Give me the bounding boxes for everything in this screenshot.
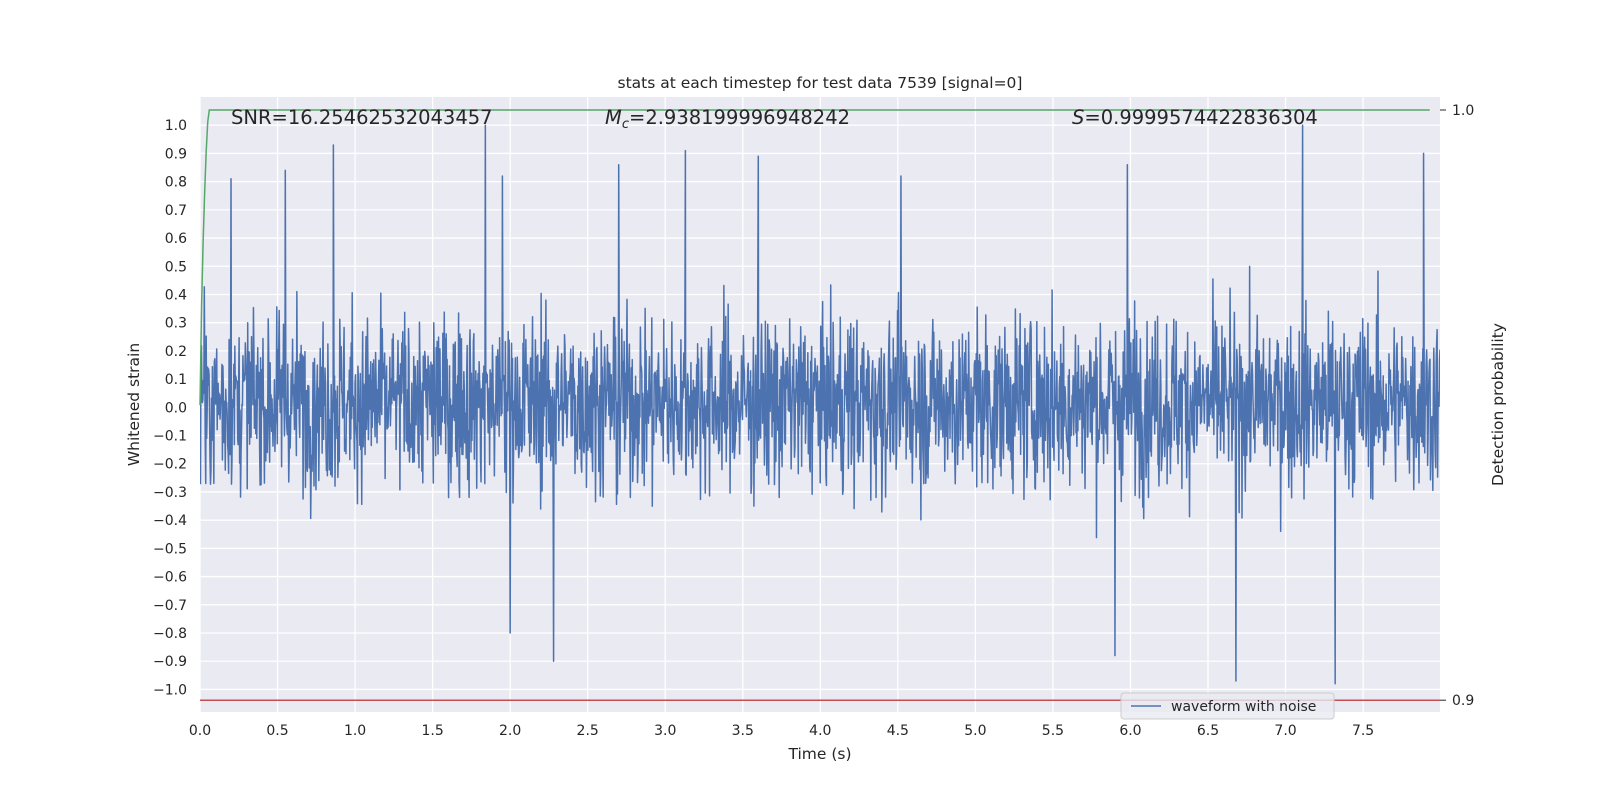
legend-box (1120, 692, 1335, 720)
y-tick-label: 0.2 (165, 344, 187, 360)
y-tick-label: −0.1 (153, 429, 187, 445)
s-value: =0.9999574422836304 (1084, 106, 1317, 129)
chirp-mass-symbol: M (605, 106, 622, 129)
s-annotation: S=0.9999574422836304 (1072, 106, 1318, 129)
y2-axis-ticks: 1.0 0.9 (1440, 103, 1474, 709)
snr-annotation: SNR=16.25462532043457 (231, 106, 493, 129)
x-tick-label: 4.5 (887, 723, 909, 739)
x-tick-label: 7.5 (1352, 723, 1374, 739)
y-tick-label: −0.6 (153, 570, 187, 586)
y-tick-label: 0.6 (165, 231, 187, 247)
y2-axis-label: Detection probability (1489, 323, 1507, 486)
y-tick-label: 0.8 (165, 175, 187, 191)
x-tick-label: 6.0 (1119, 723, 1141, 739)
series-detection-probability (199, 109, 1430, 406)
y-tick-label: 0.0 (165, 400, 187, 416)
y-tick-label: −0.3 (153, 485, 187, 501)
y-tick-label: 0.9 (165, 146, 187, 162)
y-axis-label: Whitened strain (125, 343, 143, 466)
x-tick-label: 0.0 (189, 723, 211, 739)
x-tick-label: 3.0 (654, 723, 676, 739)
y-tick-label: −0.2 (153, 457, 187, 473)
y-tick-label: 0.4 (165, 287, 187, 303)
y-tick-label: 0.3 (165, 316, 187, 332)
y-tick-label: −0.7 (153, 598, 187, 614)
y-tick-label: −0.4 (153, 513, 187, 529)
legend: waveform with noise (1120, 692, 1335, 720)
y-tick-label: −0.9 (153, 654, 187, 670)
x-tick-label: 1.5 (421, 723, 443, 739)
x-tick-label: 5.5 (1042, 723, 1064, 739)
x-axis-ticks: 0.0 0.5 1.0 1.5 2.0 2.5 3.0 3.5 4.0 4.5 5.0 5.5 6.0 6… (189, 723, 1374, 739)
y-tick-label: −0.8 (153, 626, 187, 642)
x-axis-label: Time (s) (787, 745, 851, 763)
x-tick-label: 7.0 (1274, 723, 1296, 739)
y-axis-ticks: 1.0 0.9 0.8 0.7 0.6 0.5 0.4 0.3 0.2 0.1 0.0 −0.1 −0.… (153, 118, 187, 698)
y-tick-label: −0.5 (153, 541, 187, 557)
x-tick-label: 4.0 (809, 723, 831, 739)
x-tick-label: 2.5 (577, 723, 599, 739)
y-tick-label: 0.7 (165, 203, 187, 219)
y-tick-label: −1.0 (153, 682, 187, 698)
y2-tick-label: 1.0 (1452, 103, 1474, 119)
x-tick-label: 1.0 (344, 723, 366, 739)
x-tick-label: 2.0 (499, 723, 521, 739)
series-waveform-with-noise (200, 124, 1440, 685)
legend-label: waveform with noise (1171, 699, 1316, 715)
y2-tick-label: 0.9 (1452, 693, 1474, 709)
y-tick-label: 1.0 (165, 118, 187, 134)
series-layer (200, 124, 1440, 685)
chart-title: stats at each timestep for test data 753… (618, 74, 1023, 92)
chirp-mass-annotation: Mc=2.938199996948242 (605, 106, 850, 132)
y-tick-label: 0.1 (165, 372, 187, 388)
x-tick-label: 0.5 (266, 723, 288, 739)
chirp-mass-value: =2.938199996948242 (629, 106, 850, 129)
y-tick-label: 0.5 (165, 259, 187, 275)
chirp-mass-subscript: c (622, 117, 629, 132)
x-tick-label: 6.5 (1197, 723, 1219, 739)
x-tick-label: 3.5 (732, 723, 754, 739)
s-symbol: S (1072, 106, 1084, 129)
x-tick-label: 5.0 (964, 723, 986, 739)
